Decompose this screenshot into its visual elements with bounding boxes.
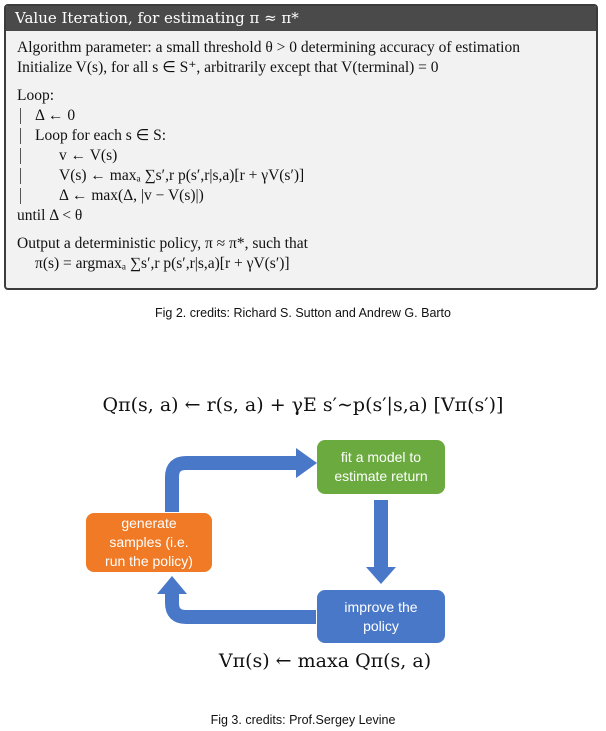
fit-model-node: fit a model to estimate return <box>317 440 445 494</box>
fit-model-label: fit a model to estimate return <box>334 449 428 484</box>
arrow-head-to-generate <box>157 576 187 594</box>
algo-line-parameter: Algorithm parameter: a small threshold θ… <box>17 39 520 56</box>
figure2-caption: Fig 2. credits: Richard S. Sutton and An… <box>0 306 606 320</box>
figure3-caption-text: Fig 3. credits: Prof.Sergey Levine <box>210 713 396 727</box>
v-update-equation: Vπ(s) ← maxa Qπ(s, a) <box>218 650 432 672</box>
improve-policy-label: improve the policy <box>344 598 418 634</box>
algo-line-delta-init: Δ ← 0 <box>17 106 586 126</box>
arrow-improve-to-generate <box>165 594 316 624</box>
figure3-caption: Fig 3. credits: Prof.Sergey Levine <box>0 713 606 727</box>
algo-line-bellman-update: V(s) ← maxₐ ∑s′,r p(s′,r|s,a)[r + γV(s′)… <box>17 166 586 186</box>
algorithm-body: Algorithm parameter: a small threshold θ… <box>6 31 596 274</box>
algo-line-delta-update: Δ ← max(Δ, |v − V(s)|) <box>17 186 586 206</box>
q-update-equation: Qπ(s, a) ← r(s, a) + γE s′∼p(s′|s,a) [Vπ… <box>102 394 504 416</box>
algo-line-loop-each: Loop for each s ∈ S: <box>17 126 586 146</box>
algo-line-until: until Δ < θ <box>17 207 83 224</box>
arrow-head-to-fit <box>296 448 317 478</box>
algo-line-output: Output a deterministic policy, π ≈ π*, s… <box>17 235 308 252</box>
algo-line-initialize: Initialize V(s), for all s ∈ S⁺, arbitra… <box>17 59 439 76</box>
algorithm-title: Value Iteration, for estimating π ≈ π* <box>6 6 596 31</box>
algo-line-policy: π(s) = argmaxₐ ∑s′,r p(s′,r|s,a)[r + γV(… <box>35 255 290 272</box>
figure2-caption-text: Fig 2. credits: Richard S. Sutton and An… <box>155 306 451 320</box>
value-iteration-box: Value Iteration, for estimating π ≈ π* A… <box>4 4 598 290</box>
algo-line-loop: Loop: <box>17 87 55 104</box>
generate-samples-label: generate samples (i.e. run the policy) <box>105 515 193 569</box>
algo-line-v-assign: v ← V(s) <box>17 146 586 166</box>
generate-samples-node: generate samples (i.e. run the policy) <box>86 513 212 572</box>
arrow-generate-to-fit <box>165 456 296 512</box>
arrow-head-to-improve <box>366 567 396 584</box>
improve-policy-node: improve the policy <box>317 590 445 643</box>
